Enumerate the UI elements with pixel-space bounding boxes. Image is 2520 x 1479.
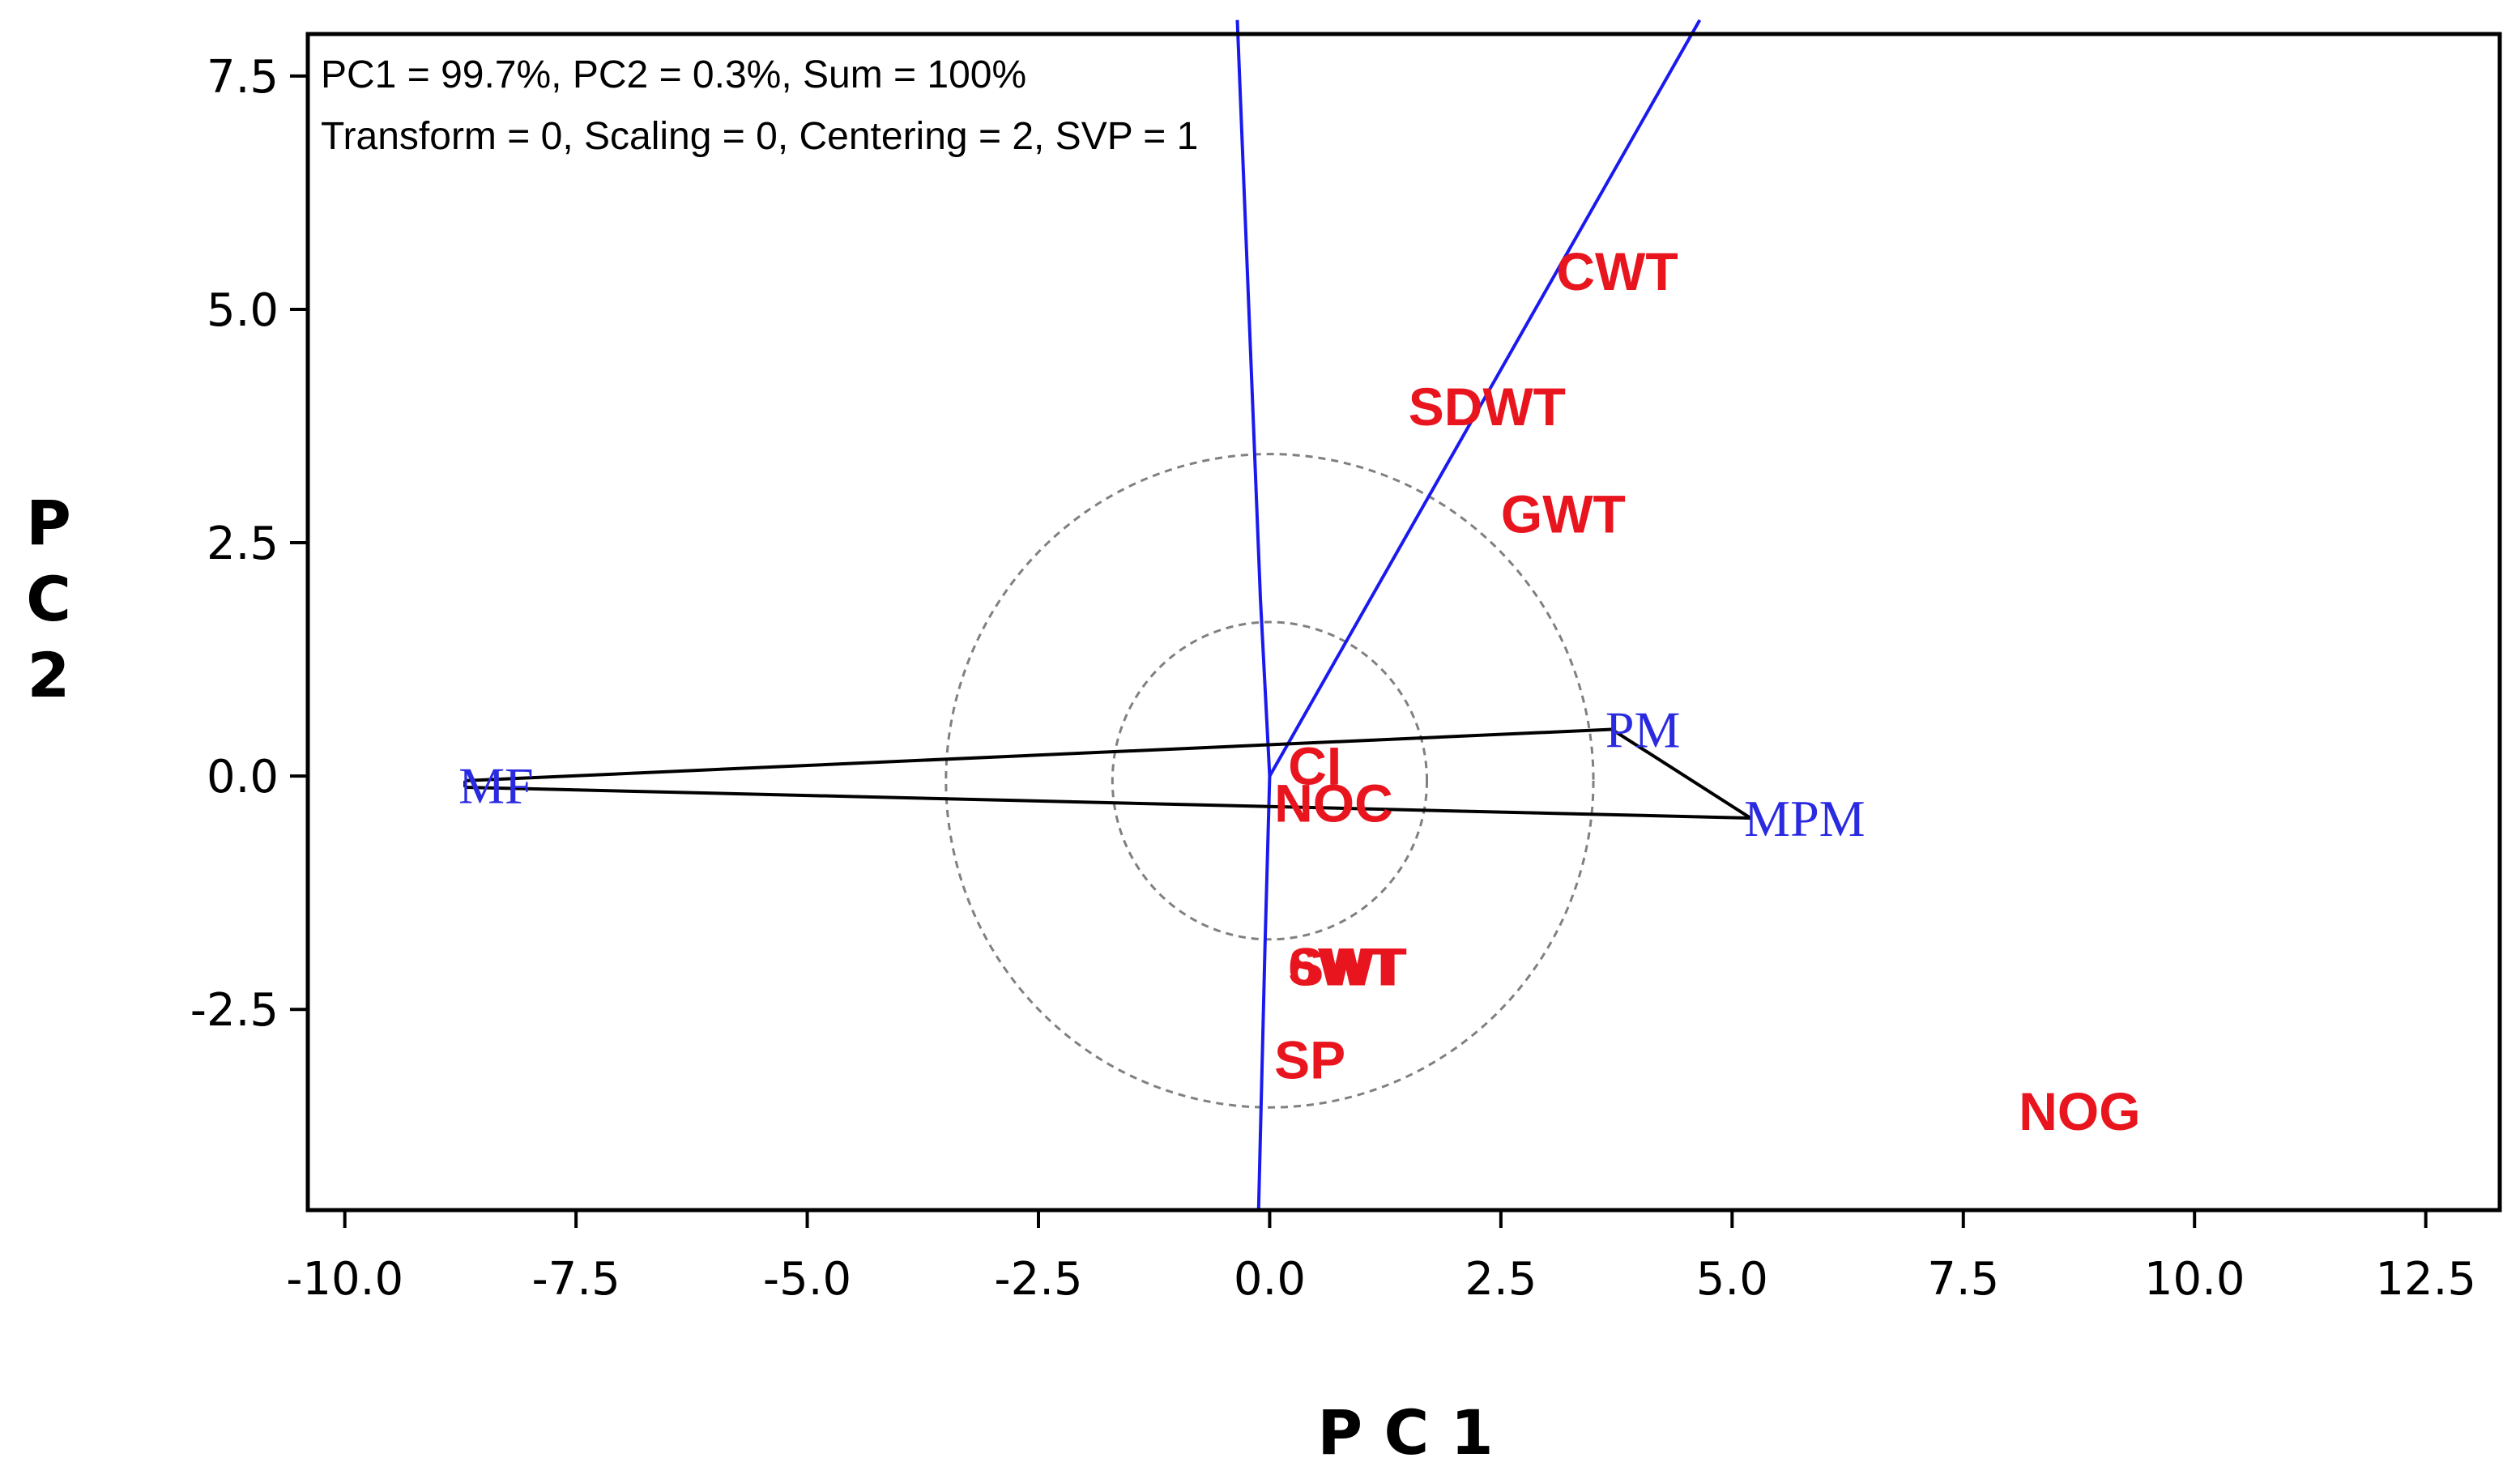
polygon-edge-3: [465, 785, 1751, 820]
trait-label-sp: SP: [1274, 1030, 1345, 1090]
environment-label-mf: MF: [458, 757, 534, 815]
trait-label-gwt: GWT: [1501, 484, 1626, 543]
info-line-2: Transform = 0, Scaling = 0, Centering = …: [321, 115, 1198, 158]
x-axis-title: P C 1: [1317, 1396, 1493, 1468]
x-axis-ticks: -10.0 -7.5 -5.0 -2.5 0.0 2.5 5.0 7.5 10.0 12.5: [286, 1210, 2476, 1306]
y-axis-ticks: -2.5 0.0 2.5 5.0 7.5: [190, 51, 308, 1037]
trait-label-noc: NOC: [1274, 774, 1393, 833]
x-tick-label: -2.5: [994, 1253, 1082, 1306]
y-tick-label: 7.5: [207, 51, 279, 104]
y-axis-title-char-3: 2: [28, 639, 70, 711]
x-tick-label: 5.0: [1696, 1253, 1768, 1306]
ate-axis-line: [1268, 19, 1702, 778]
ate-axis-segment: [1268, 19, 1702, 778]
polygon-lines: [463, 727, 1752, 820]
polygon-edge-1: [465, 727, 1612, 782]
x-tick-label: -7.5: [531, 1253, 620, 1306]
x-tick-label: 0.0: [1234, 1253, 1306, 1306]
concentric-circles: [944, 453, 1595, 1109]
concentric-circle-1: [1111, 620, 1429, 941]
environment-label-mpm: MPM: [1744, 790, 1865, 847]
y-axis-title-char-1: P: [26, 487, 71, 559]
x-tick-label: 7.5: [1927, 1253, 1999, 1306]
trait-label-cwt: CWT: [1556, 241, 1678, 301]
plot-frame: [305, 32, 2502, 1213]
trait-label-swt: SWT: [1288, 936, 1407, 996]
trait-label-sdwt: SDWT: [1409, 377, 1566, 437]
environment-labels: MF PM MPM: [458, 701, 1865, 847]
y-tick-label: 0.0: [207, 751, 279, 803]
concentric-circle-2: [944, 453, 1595, 1109]
environment-label-pm: PM: [1605, 701, 1681, 759]
x-tick-label: 10.0: [2144, 1253, 2245, 1306]
x-tick-label: -5.0: [763, 1253, 851, 1306]
y-tick-label: 5.0: [207, 284, 279, 337]
y-axis-title-char-2: C: [26, 563, 71, 635]
info-line-1: PC1 = 99.7%, PC2 = 0.3%, Sum = 100%: [321, 53, 1026, 96]
polygon-edge-2: [1610, 727, 1752, 820]
trait-label-nog: NOG: [2019, 1081, 2140, 1141]
y-tick-label: 2.5: [207, 518, 279, 570]
x-tick-label: -10.0: [286, 1253, 403, 1306]
trait-label-6wt: 6WT: [1288, 936, 1401, 996]
x-tick-label: 2.5: [1465, 1253, 1537, 1306]
trait-label-ci: CI: [1288, 736, 1341, 796]
x-tick-label: 12.5: [2375, 1253, 2476, 1306]
y-tick-label: -2.5: [190, 984, 279, 1037]
